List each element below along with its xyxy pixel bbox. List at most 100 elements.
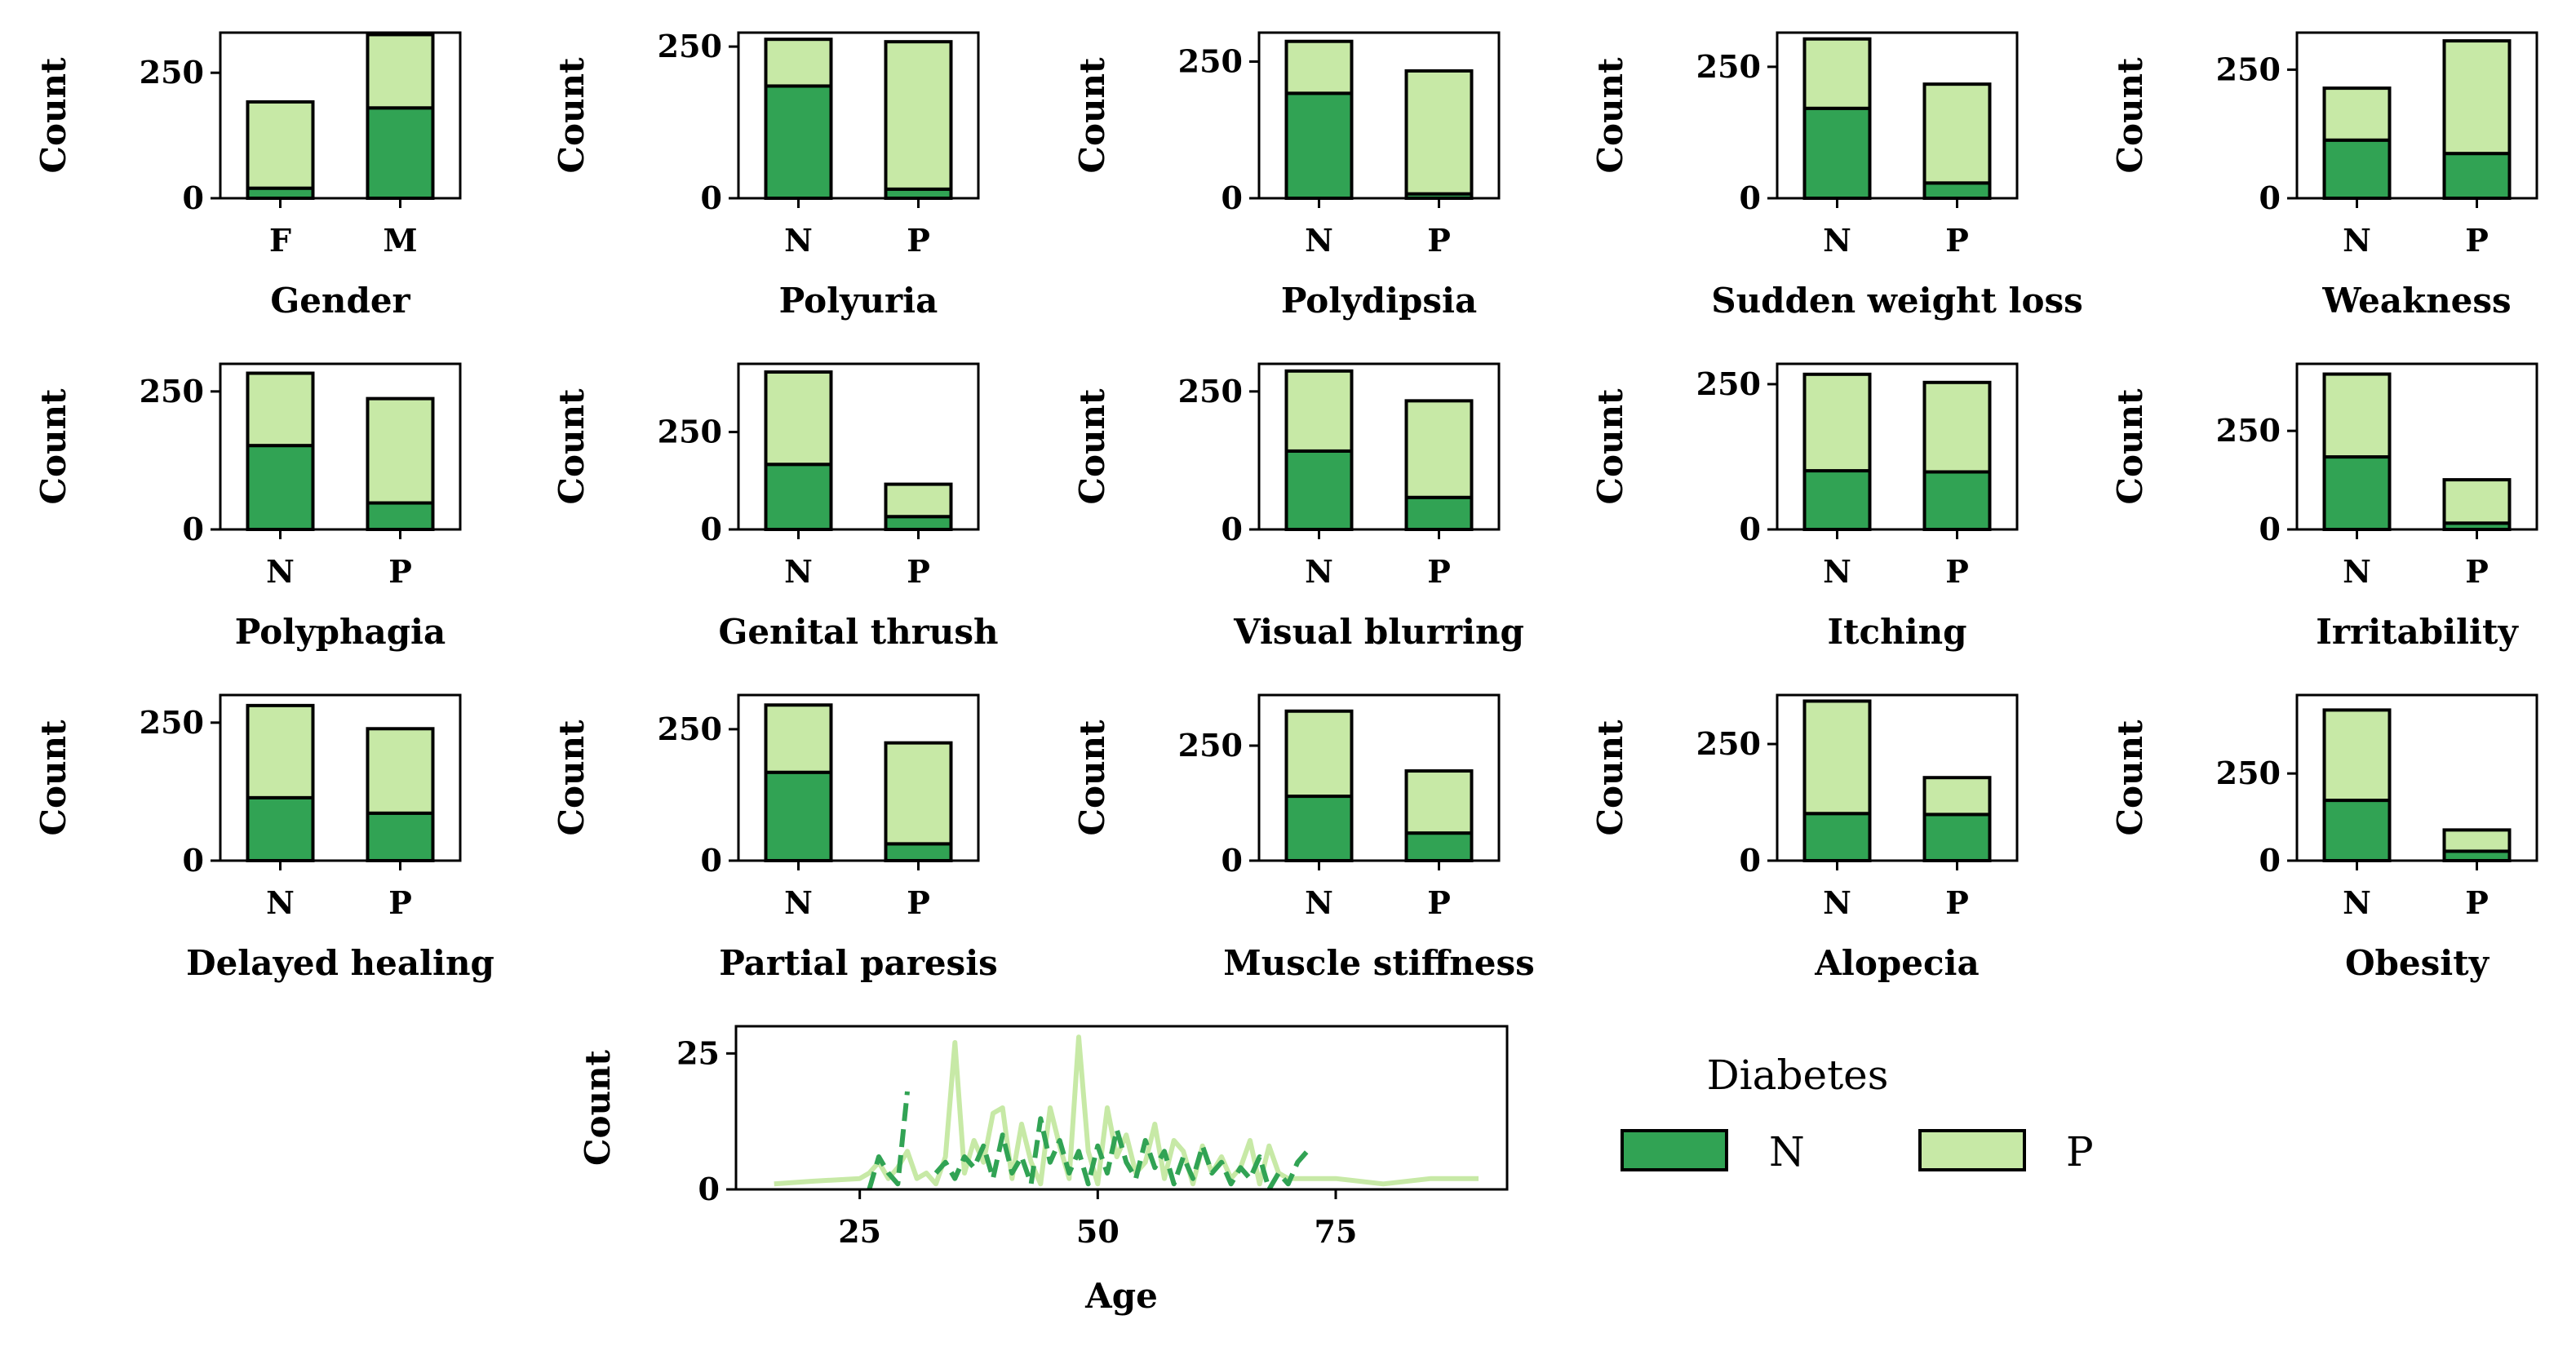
bar-p-n bbox=[2322, 86, 2392, 142]
subplot-itching: N P 0 250 Itching Count bbox=[1590, 362, 2019, 652]
bar-n-p bbox=[1404, 831, 1474, 863]
x-axis-label: Visual blurring bbox=[1233, 612, 1524, 652]
x-tick-label: N bbox=[784, 884, 813, 921]
x-tick-label: N bbox=[2343, 884, 2371, 921]
y-axis-label: Count bbox=[2110, 57, 2150, 174]
x-tick-label: N bbox=[784, 222, 813, 259]
x-tick-label: M bbox=[383, 222, 417, 259]
y-tick-label: 250 bbox=[1696, 48, 1761, 85]
subplot-obesity: N P 0 250 Obesity Count bbox=[2110, 693, 2538, 983]
y-tick-label: 250 bbox=[1696, 365, 1761, 402]
y-tick-label: 250 bbox=[1696, 725, 1761, 762]
x-tick-label: N bbox=[2343, 553, 2371, 590]
bar-n-n bbox=[1802, 812, 1872, 862]
x-axis-label: Muscle stiffness bbox=[1223, 943, 1535, 983]
bar-p-n bbox=[246, 703, 315, 799]
x-tick-label: P bbox=[1945, 553, 1969, 590]
x-axis-label: Gender bbox=[270, 281, 410, 321]
subplot-genital-thrush: N P 0 250 Genital thrush Count bbox=[552, 362, 999, 652]
legend: Diabetes N P bbox=[1621, 1052, 2094, 1176]
bar-p-n bbox=[2322, 372, 2392, 459]
bar-p-p bbox=[1922, 776, 1992, 817]
axes-frame bbox=[2295, 362, 2538, 531]
y-tick-label: 250 bbox=[2216, 51, 2281, 87]
y-tick-label: 0 bbox=[2259, 511, 2281, 547]
y-axis-label: Count bbox=[1590, 57, 1630, 174]
y-tick-label: 0 bbox=[2259, 179, 2281, 216]
x-axis-label: Polyuria bbox=[779, 281, 938, 321]
bar-n-n bbox=[764, 84, 833, 200]
bar-n-n bbox=[1284, 449, 1354, 531]
x-tick-label: N bbox=[266, 553, 295, 590]
bar-p-n bbox=[764, 38, 833, 88]
y-tick-label: 250 bbox=[658, 414, 722, 450]
bar-n-n bbox=[2322, 138, 2392, 200]
y-axis-label: Count bbox=[1072, 388, 1112, 505]
subplot-weakness: N P 0 250 Weakness Count bbox=[2110, 31, 2538, 321]
legend-title: Diabetes bbox=[1707, 1052, 1889, 1099]
y-tick-label: 250 bbox=[1178, 43, 1243, 80]
x-tick-label: 50 bbox=[1076, 1213, 1120, 1250]
x-axis-label: Sudden weight loss bbox=[1711, 281, 2083, 321]
y-tick-label: 0 bbox=[701, 179, 722, 216]
x-tick-label: P bbox=[388, 884, 412, 921]
bar-n-n bbox=[764, 770, 833, 863]
axes-frame bbox=[737, 362, 980, 531]
bar-n-m bbox=[366, 106, 435, 200]
y-tick-label: 0 bbox=[701, 842, 722, 879]
x-tick-label: P bbox=[1945, 222, 1969, 259]
axes-frame bbox=[1776, 31, 2019, 200]
y-tick-label: 250 bbox=[2216, 755, 2281, 791]
axes-frame bbox=[2295, 31, 2538, 200]
y-tick-label: 250 bbox=[658, 28, 722, 64]
subplot-sudden-weight-loss: N P 0 250 Sudden weight loss Count bbox=[1590, 31, 2083, 321]
y-axis-label: Count bbox=[552, 720, 592, 836]
bar-n-n bbox=[2322, 455, 2392, 531]
x-axis-label: Polydipsia bbox=[1281, 281, 1477, 321]
y-tick-label: 250 bbox=[140, 373, 204, 410]
x-tick-label: N bbox=[784, 553, 813, 590]
subplot-visual-blurring: N P 0 250 Visual blurring Count bbox=[1072, 362, 1524, 652]
y-tick-label: 250 bbox=[140, 704, 204, 741]
y-axis-label: Count bbox=[2110, 388, 2150, 505]
y-tick-label: 0 bbox=[1221, 842, 1243, 879]
bar-n-p bbox=[884, 515, 953, 532]
axes-frame bbox=[1776, 693, 2019, 862]
x-tick-label: N bbox=[1305, 553, 1333, 590]
bar-n-n bbox=[1284, 795, 1354, 862]
x-tick-label: N bbox=[1823, 553, 1851, 590]
y-tick-label: 0 bbox=[183, 842, 204, 879]
bar-n-n bbox=[764, 463, 833, 532]
bar-p-p bbox=[884, 482, 953, 519]
x-axis-label: Weakness bbox=[2321, 281, 2511, 321]
x-tick-label: F bbox=[269, 222, 291, 259]
axes-frame bbox=[1257, 362, 1501, 531]
y-tick-label: 0 bbox=[698, 1171, 720, 1207]
bar-n-p bbox=[1404, 495, 1474, 532]
age-line-n bbox=[867, 1091, 1310, 1192]
subplot-muscle-stiffness: N P 0 250 Muscle stiffness Count bbox=[1072, 693, 1535, 983]
bar-p-n bbox=[2322, 708, 2392, 803]
subplot-alopecia: N P 0 250 Alopecia Count bbox=[1590, 693, 2019, 983]
y-tick-label: 250 bbox=[1178, 373, 1243, 410]
y-axis-label: Count bbox=[552, 388, 592, 505]
bar-p-m bbox=[366, 33, 435, 110]
x-axis-label: Alopecia bbox=[1814, 943, 1979, 983]
subplot-gender: F M 0 250 Gender Count bbox=[33, 31, 462, 321]
x-tick-label: P bbox=[1427, 553, 1451, 590]
bar-n-n bbox=[1284, 91, 1354, 200]
x-tick-label: 25 bbox=[838, 1213, 881, 1250]
y-tick-label: 0 bbox=[1221, 179, 1243, 216]
bar-p-n bbox=[764, 370, 833, 467]
bar-n-p bbox=[884, 842, 953, 863]
y-tick-label: 0 bbox=[183, 179, 204, 216]
bar-p-p bbox=[2442, 478, 2512, 525]
bar-n-n bbox=[1802, 106, 1872, 200]
bar-p-p bbox=[884, 40, 953, 191]
subplot-polydipsia: N P 0 250 Polydipsia Count bbox=[1072, 31, 1501, 321]
x-axis-label: Itching bbox=[1827, 612, 1966, 652]
y-axis-label: Count bbox=[1590, 388, 1630, 505]
bar-p-p bbox=[366, 727, 435, 815]
y-axis-label: Count bbox=[552, 57, 592, 174]
subplot-irritability: N P 0 250 Irritability Count bbox=[2110, 362, 2538, 652]
